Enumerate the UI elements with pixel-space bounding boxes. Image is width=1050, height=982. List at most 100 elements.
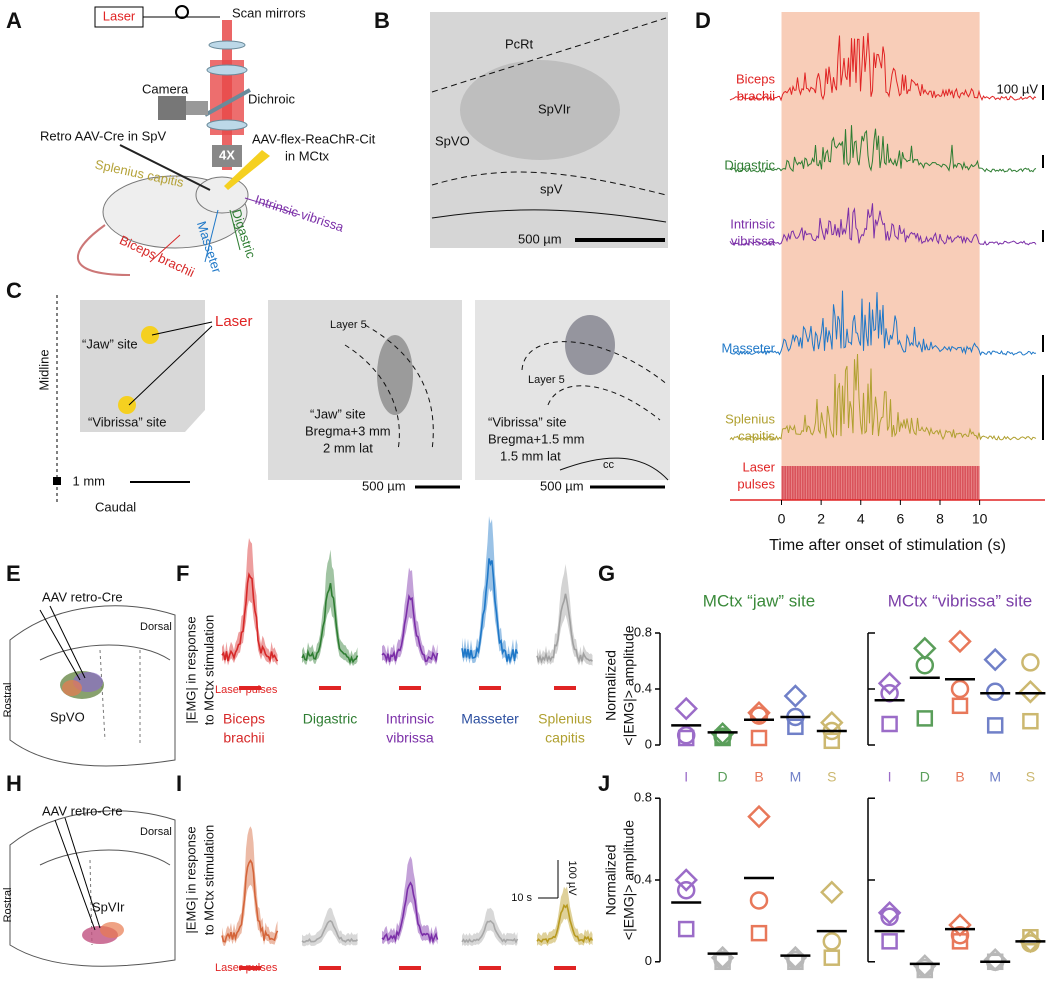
x-tick-label: 6 (896, 511, 904, 527)
y-tick-label: 0.4 (634, 871, 652, 886)
diamond-marker (983, 647, 1007, 672)
panel-label: A (6, 8, 22, 33)
boundary (431, 171, 667, 196)
label: SpVO (50, 709, 85, 724)
square-marker (823, 949, 841, 966)
muscle-label: Intrinsic (386, 711, 434, 727)
label: 500 µm (540, 478, 584, 493)
cortex-outline (80, 300, 205, 432)
trace-label: brachii (737, 88, 775, 103)
trace-label: Masseter (722, 340, 776, 355)
laser-bar (554, 966, 576, 970)
square-marker (881, 933, 898, 950)
label: Laser (103, 8, 136, 23)
label: Dorsal (140, 826, 172, 838)
chart-title: MCtx “vibrissa” site (888, 591, 1033, 610)
label: Scan mirrors (232, 5, 306, 20)
axis-label: to MCtx stimulation (201, 825, 216, 936)
emg-mean (536, 903, 594, 944)
circle-marker (985, 682, 1005, 702)
label: Dorsal (140, 621, 172, 633)
x-tick-label: 8 (936, 511, 944, 527)
label: AAV retro-Cre (42, 589, 123, 604)
diamond-marker (948, 629, 972, 654)
emg-mean (461, 558, 519, 664)
category-label: M (790, 769, 802, 785)
emg-band (537, 564, 593, 666)
laser-bar (399, 686, 421, 690)
camera-lens (186, 101, 208, 115)
trace-label: Intrinsic (730, 216, 775, 231)
panel-label: E (6, 561, 21, 586)
laser-bar (239, 966, 261, 970)
laser-bar (479, 966, 501, 970)
panel-e: AAV retro-Cre Dorsal Rostral SpVO AAV re… (2, 589, 176, 967)
brain-outline (9, 810, 176, 967)
diamond-marker (674, 868, 698, 892)
square-marker (714, 729, 731, 747)
label: 100 µV (566, 860, 578, 896)
emg-band (222, 538, 278, 666)
brain-outline (39, 644, 171, 661)
category-label: B (955, 769, 964, 785)
lens (208, 40, 246, 50)
pointer (128, 325, 213, 406)
axis-label: |EMG| in response (183, 616, 198, 723)
circle-marker (880, 907, 899, 927)
x-tick-label: 2 (817, 511, 825, 527)
label: AAV-flex-ReaChR-Cit (252, 131, 376, 146)
label: SpVIr (92, 899, 125, 914)
laser-bar (319, 966, 341, 970)
axis-label: to MCtx stimulation (201, 615, 216, 726)
emg-trace (729, 290, 1037, 357)
muscle-label: brachii (223, 730, 264, 746)
label: “Vibrissa” site (88, 414, 167, 429)
diamond-marker (877, 900, 902, 925)
scale-label: 100 µV (997, 81, 1039, 96)
pipette (39, 609, 81, 681)
label: Camera (142, 81, 189, 96)
emg-band (222, 826, 278, 946)
muscle-label: Digastric (303, 711, 357, 727)
emg-mean (301, 583, 359, 665)
boundary (521, 341, 669, 386)
label: 500 µm (518, 231, 562, 246)
pointer (151, 321, 213, 336)
trace-label: vibrissa (731, 233, 776, 248)
square-marker (916, 710, 934, 727)
panel-label: J (598, 771, 610, 796)
boundary (344, 344, 400, 451)
panel-label: D (695, 8, 711, 33)
panel-label: H (6, 771, 22, 796)
category-label: B (754, 769, 763, 785)
label: spV (540, 181, 563, 196)
panel-label: C (6, 278, 22, 303)
label: Intrinsic vibrissa (253, 192, 346, 235)
pipette (64, 817, 101, 929)
square-marker (750, 924, 768, 942)
square-marker (951, 697, 969, 715)
camera-body (158, 96, 186, 120)
label: 1.5 mm lat (500, 448, 561, 463)
x-tick-label: 10 (972, 511, 988, 527)
circle-marker (676, 725, 696, 745)
boundary (559, 457, 669, 481)
label: 2 mm lat (323, 440, 373, 455)
square-marker (986, 717, 1004, 734)
circle-marker (1021, 653, 1040, 672)
diamond-marker (913, 636, 937, 661)
muscle-label: capitis (545, 730, 585, 746)
laser-bar (319, 686, 341, 690)
emg-band (462, 907, 518, 947)
square-marker (677, 729, 695, 747)
label: “Jaw” site (82, 336, 138, 351)
label: SpVO (435, 133, 470, 148)
label: 500 µm (362, 478, 406, 493)
boundary (431, 17, 667, 93)
emg-band (462, 516, 518, 666)
label: cc (603, 459, 615, 471)
laser-bar (399, 966, 421, 970)
brain-outline (9, 605, 176, 767)
diamond-marker (1018, 680, 1043, 704)
mouse-tail (77, 224, 131, 276)
